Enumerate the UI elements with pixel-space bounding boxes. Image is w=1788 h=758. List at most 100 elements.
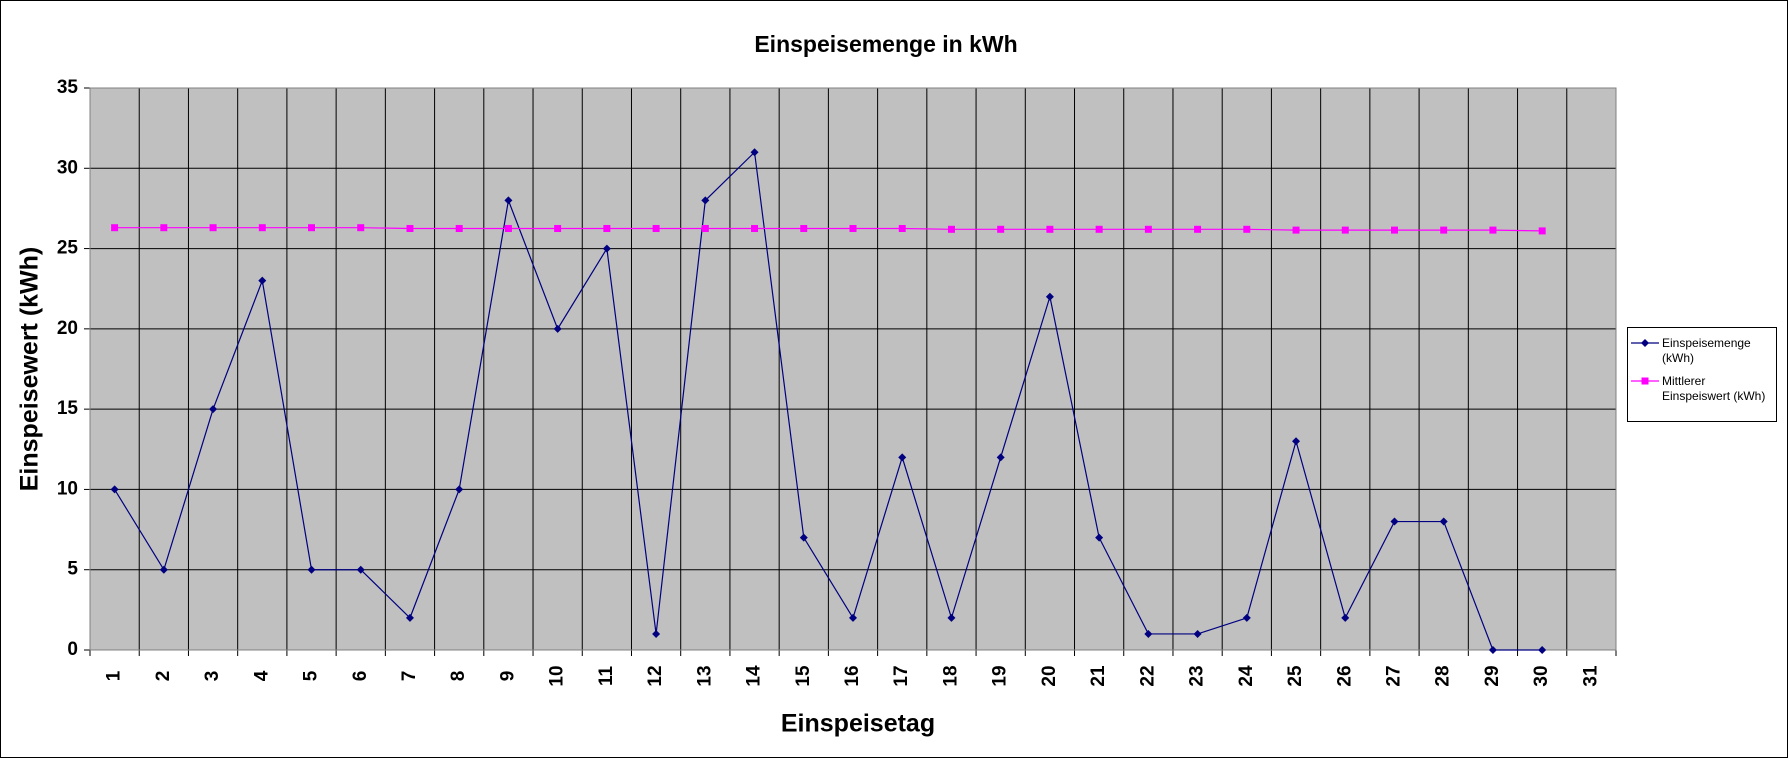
marker (1045, 292, 1054, 301)
marker (553, 324, 562, 333)
x-tick-label: 4 (251, 670, 272, 681)
marker (652, 629, 661, 638)
marker (1538, 227, 1546, 235)
x-tick-label: 25 (1285, 665, 1306, 687)
x-tick-label: 26 (1334, 665, 1355, 686)
y-tick-label: 0 (67, 639, 78, 660)
x-tick-label: 14 (744, 665, 765, 687)
x-tick-label: 7 (399, 671, 420, 682)
marker (307, 565, 316, 574)
marker (849, 613, 857, 622)
x-tick-label: 31 (1580, 665, 1601, 687)
y-tick-label: 30 (57, 157, 78, 178)
marker (1641, 377, 1649, 385)
marker (258, 276, 267, 285)
x-tick-label: 12 (645, 665, 666, 686)
marker (1193, 629, 1202, 638)
y-axis-title: Einspeisewert (kWh) (16, 247, 44, 492)
legend-item: Einspeisemenge (kWh) (1628, 336, 1776, 366)
marker (1641, 339, 1649, 347)
x-tick-label: 10 (547, 665, 568, 686)
marker (1341, 226, 1349, 234)
legend-icon (1631, 339, 1659, 347)
x-tick-label: 6 (350, 671, 371, 682)
marker (504, 196, 513, 205)
marker (455, 485, 464, 494)
marker (504, 225, 512, 232)
marker (849, 225, 857, 232)
series-line (114, 150, 1543, 651)
x-tick-label: 28 (1433, 665, 1454, 686)
marker (1242, 613, 1251, 622)
x-axis-title: Einspeisetag (781, 710, 935, 738)
marker (1046, 225, 1054, 233)
marker (997, 225, 1005, 233)
chart-title: Einspeisemenge in kWh (754, 31, 1017, 57)
marker (751, 225, 759, 232)
x-tick-label: 30 (1531, 665, 1552, 686)
legend-label: Mittlerer Einspeiswert (kWh) (1662, 374, 1766, 403)
x-tick-label: 21 (1088, 665, 1109, 687)
x-tick-label: 19 (990, 665, 1011, 686)
marker (947, 225, 955, 233)
y-tick-label: 15 (57, 398, 79, 419)
x-tick-label: 17 (891, 665, 912, 686)
marker (308, 224, 316, 232)
marker (947, 613, 956, 622)
marker (1341, 613, 1350, 622)
y-tick-label: 25 (57, 238, 79, 259)
marker (603, 225, 611, 232)
marker (1194, 225, 1202, 233)
x-tick-label: 2 (153, 671, 174, 682)
marker (1144, 629, 1153, 638)
x-tick-label: 1 (104, 670, 125, 681)
marker (750, 148, 759, 157)
x-tick-label: 18 (940, 665, 961, 686)
x-tick-label: 29 (1482, 665, 1503, 686)
y-tick-label: 10 (57, 478, 78, 499)
x-tick-label: 27 (1383, 665, 1404, 686)
marker (1292, 437, 1301, 446)
marker (1488, 646, 1497, 654)
marker (405, 613, 414, 622)
marker (1095, 225, 1103, 233)
x-tick-label: 22 (1137, 665, 1158, 686)
marker (406, 225, 414, 232)
x-tick-label: 11 (596, 666, 617, 687)
marker (898, 453, 907, 462)
marker (602, 244, 611, 253)
marker (1489, 226, 1497, 234)
x-tick-label: 23 (1187, 665, 1208, 686)
x-tick-label: 15 (793, 665, 814, 687)
marker (160, 224, 168, 232)
series-line (114, 227, 1543, 232)
marker (1243, 225, 1251, 233)
marker (1390, 517, 1399, 526)
marker (1144, 225, 1152, 233)
x-tick-label: 5 (301, 670, 322, 681)
marker (800, 225, 808, 232)
x-tick-label: 9 (497, 671, 518, 682)
legend: Einspeisemenge (kWh) Mittlerer Einspeiswe… (1627, 327, 1777, 422)
marker (701, 225, 709, 232)
marker (209, 405, 218, 414)
marker (111, 224, 119, 232)
x-tick-label: 16 (842, 665, 863, 686)
marker (1439, 517, 1448, 526)
marker (1095, 533, 1104, 542)
plot-area (90, 88, 1616, 650)
marker (357, 224, 365, 232)
y-tick-label: 5 (67, 559, 78, 580)
y-tick-label: 20 (57, 318, 78, 339)
x-tick-label: 13 (694, 665, 715, 686)
x-tick-label: 20 (1039, 665, 1060, 686)
marker (159, 565, 168, 574)
x-tick-label: 8 (448, 671, 469, 682)
x-tick-label: 24 (1236, 665, 1257, 687)
marker (898, 225, 906, 232)
marker (652, 225, 660, 232)
legend-icon (1631, 377, 1659, 385)
marker (1390, 226, 1398, 234)
